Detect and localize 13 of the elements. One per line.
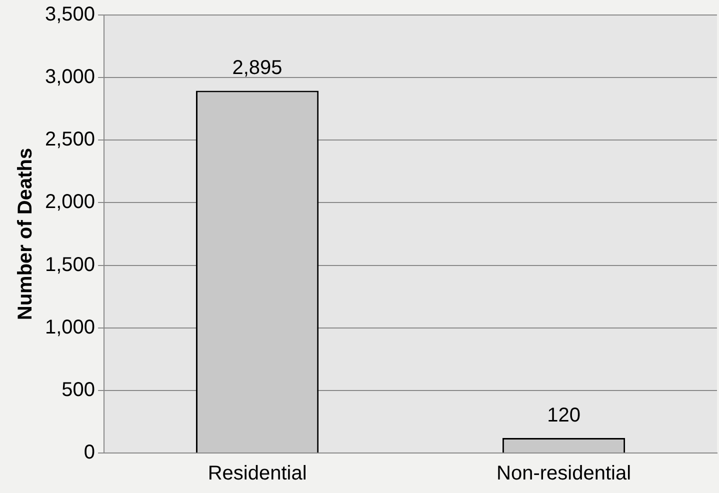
y-axis-title: Number of Deaths: [14, 148, 37, 320]
y-tick-label: 1,000: [44, 316, 96, 338]
y-tick-label: 1,500: [44, 254, 96, 276]
y-tick-label: 3,500: [44, 4, 96, 26]
data-label: 2,895: [232, 57, 282, 80]
y-tick-label: 2,000: [44, 191, 96, 214]
y-tick-label: 2,500: [44, 128, 96, 151]
x-tick-label: Non-residential: [496, 462, 632, 485]
y-tick-label: 3,000: [44, 66, 96, 88]
x-tick-label: Residential: [208, 462, 307, 485]
y-tick-label: 0: [84, 442, 96, 464]
y-tick-label: 500: [62, 378, 96, 401]
data-label: 120: [547, 404, 580, 426]
